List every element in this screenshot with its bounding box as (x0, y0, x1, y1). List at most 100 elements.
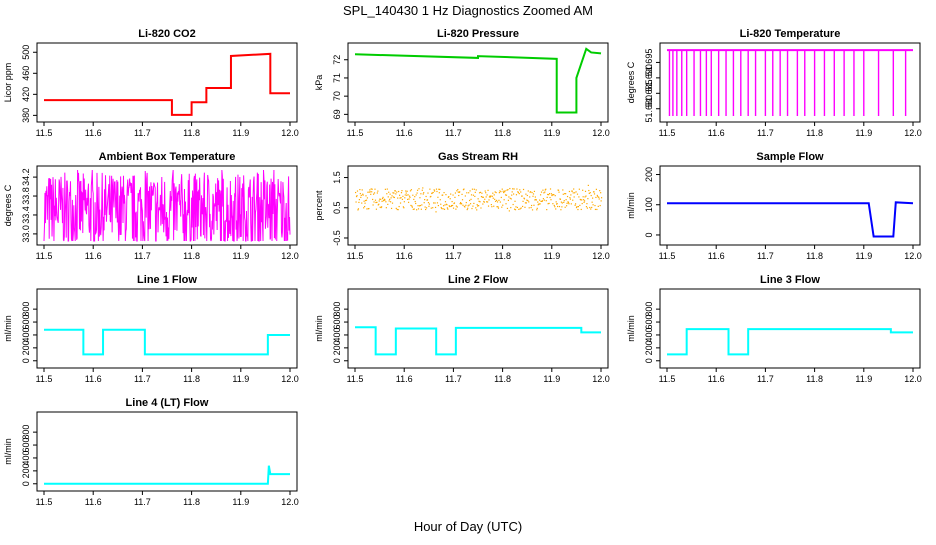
x-tick-label: 11.9 (232, 497, 249, 507)
data-point (500, 196, 502, 199)
y-tick-label: 200 (21, 463, 31, 478)
data-point (598, 198, 600, 200)
data-point (397, 197, 399, 199)
data-point (529, 196, 531, 198)
x-tick-label: 11.5 (659, 374, 676, 384)
data-point (558, 205, 561, 208)
data-point (394, 190, 396, 192)
data-point (489, 195, 491, 197)
data-point (513, 188, 515, 190)
data-point (387, 203, 389, 205)
data-point (597, 205, 599, 207)
data-point (440, 203, 442, 205)
series-line (355, 326, 601, 356)
data-point (483, 200, 485, 203)
data-point (464, 206, 466, 208)
x-tick-label: 11.5 (347, 374, 364, 384)
data-point (540, 191, 543, 193)
y-axis-label: percent (314, 190, 324, 221)
panel-frame (659, 288, 921, 369)
data-point (555, 201, 557, 203)
data-point (507, 199, 510, 201)
y-tick-label: 0 (332, 358, 342, 363)
data-point (456, 206, 458, 208)
data-point (395, 207, 397, 209)
panel-frame (36, 411, 298, 492)
data-point (418, 205, 421, 207)
data-point (355, 201, 357, 203)
data-point (478, 200, 480, 202)
data-point (406, 194, 408, 196)
y-tick-label: 71 (332, 73, 342, 83)
data-point (575, 191, 577, 193)
data-point (593, 191, 595, 193)
data-point (430, 207, 432, 209)
data-point (418, 188, 420, 190)
x-tick-label: 11.7 (757, 374, 774, 384)
data-point (404, 197, 406, 199)
data-point (455, 208, 457, 210)
y-tick-label: 600 (21, 438, 31, 453)
data-point (536, 209, 538, 211)
x-tick-label: 11.9 (232, 374, 249, 384)
series-line (354, 47, 602, 114)
data-point (574, 192, 576, 194)
data-point (586, 207, 589, 209)
panel-title: Line 1 Flow (137, 274, 197, 286)
data-point (544, 189, 546, 191)
data-point (471, 207, 473, 210)
y-tick-label: 600 (644, 315, 654, 330)
data-point (448, 205, 450, 207)
data-point (365, 199, 368, 201)
panel-line4: Line 4 (LT) Flow ml/min 11.5 11.6 11.7 11.8 11… (3, 397, 299, 507)
data-point (475, 189, 477, 191)
series-line (667, 328, 913, 356)
data-point (547, 193, 549, 196)
data-point (453, 202, 456, 204)
data-point (477, 198, 479, 200)
data-point (407, 201, 410, 203)
y-axis-label: Licor ppm (3, 63, 13, 103)
y-tick-label: 400 (21, 450, 31, 465)
data-point (601, 197, 603, 199)
x-tick-label: 11.6 (85, 374, 102, 384)
data-point (550, 193, 553, 195)
data-point (386, 188, 388, 190)
data-point (383, 198, 386, 200)
data-point (514, 200, 516, 202)
data-point (374, 199, 377, 201)
data-point (505, 203, 507, 205)
data-point (561, 202, 563, 204)
data-point (509, 197, 511, 199)
y-axis-label: degrees C (3, 184, 13, 226)
data-point (373, 201, 375, 203)
data-point (464, 195, 466, 197)
data-point (498, 192, 501, 194)
data-point (442, 208, 444, 210)
data-point (460, 203, 463, 205)
y-tick-label: 33.8 (21, 187, 31, 205)
data-point (594, 208, 597, 211)
data-point (482, 203, 484, 205)
data-point (374, 188, 376, 190)
data-point (436, 190, 438, 193)
data-point (574, 203, 577, 205)
data-point (584, 190, 587, 192)
data-point (372, 198, 374, 201)
data-point (510, 207, 512, 209)
data-point (519, 189, 521, 191)
series-points (355, 184, 603, 213)
x-tick-label: 11.6 (708, 251, 725, 261)
data-point (590, 194, 592, 197)
x-tick-label: 12.0 (281, 497, 299, 507)
data-point (358, 199, 360, 201)
x-tick-label: 11.9 (543, 251, 560, 261)
y-tick-label: 200 (644, 167, 654, 182)
x-tick-label: 11.8 (806, 128, 823, 138)
x-tick-label: 11.6 (708, 374, 725, 384)
data-point (581, 199, 583, 201)
data-point (598, 196, 600, 198)
data-point (546, 209, 548, 211)
data-point (577, 208, 579, 211)
